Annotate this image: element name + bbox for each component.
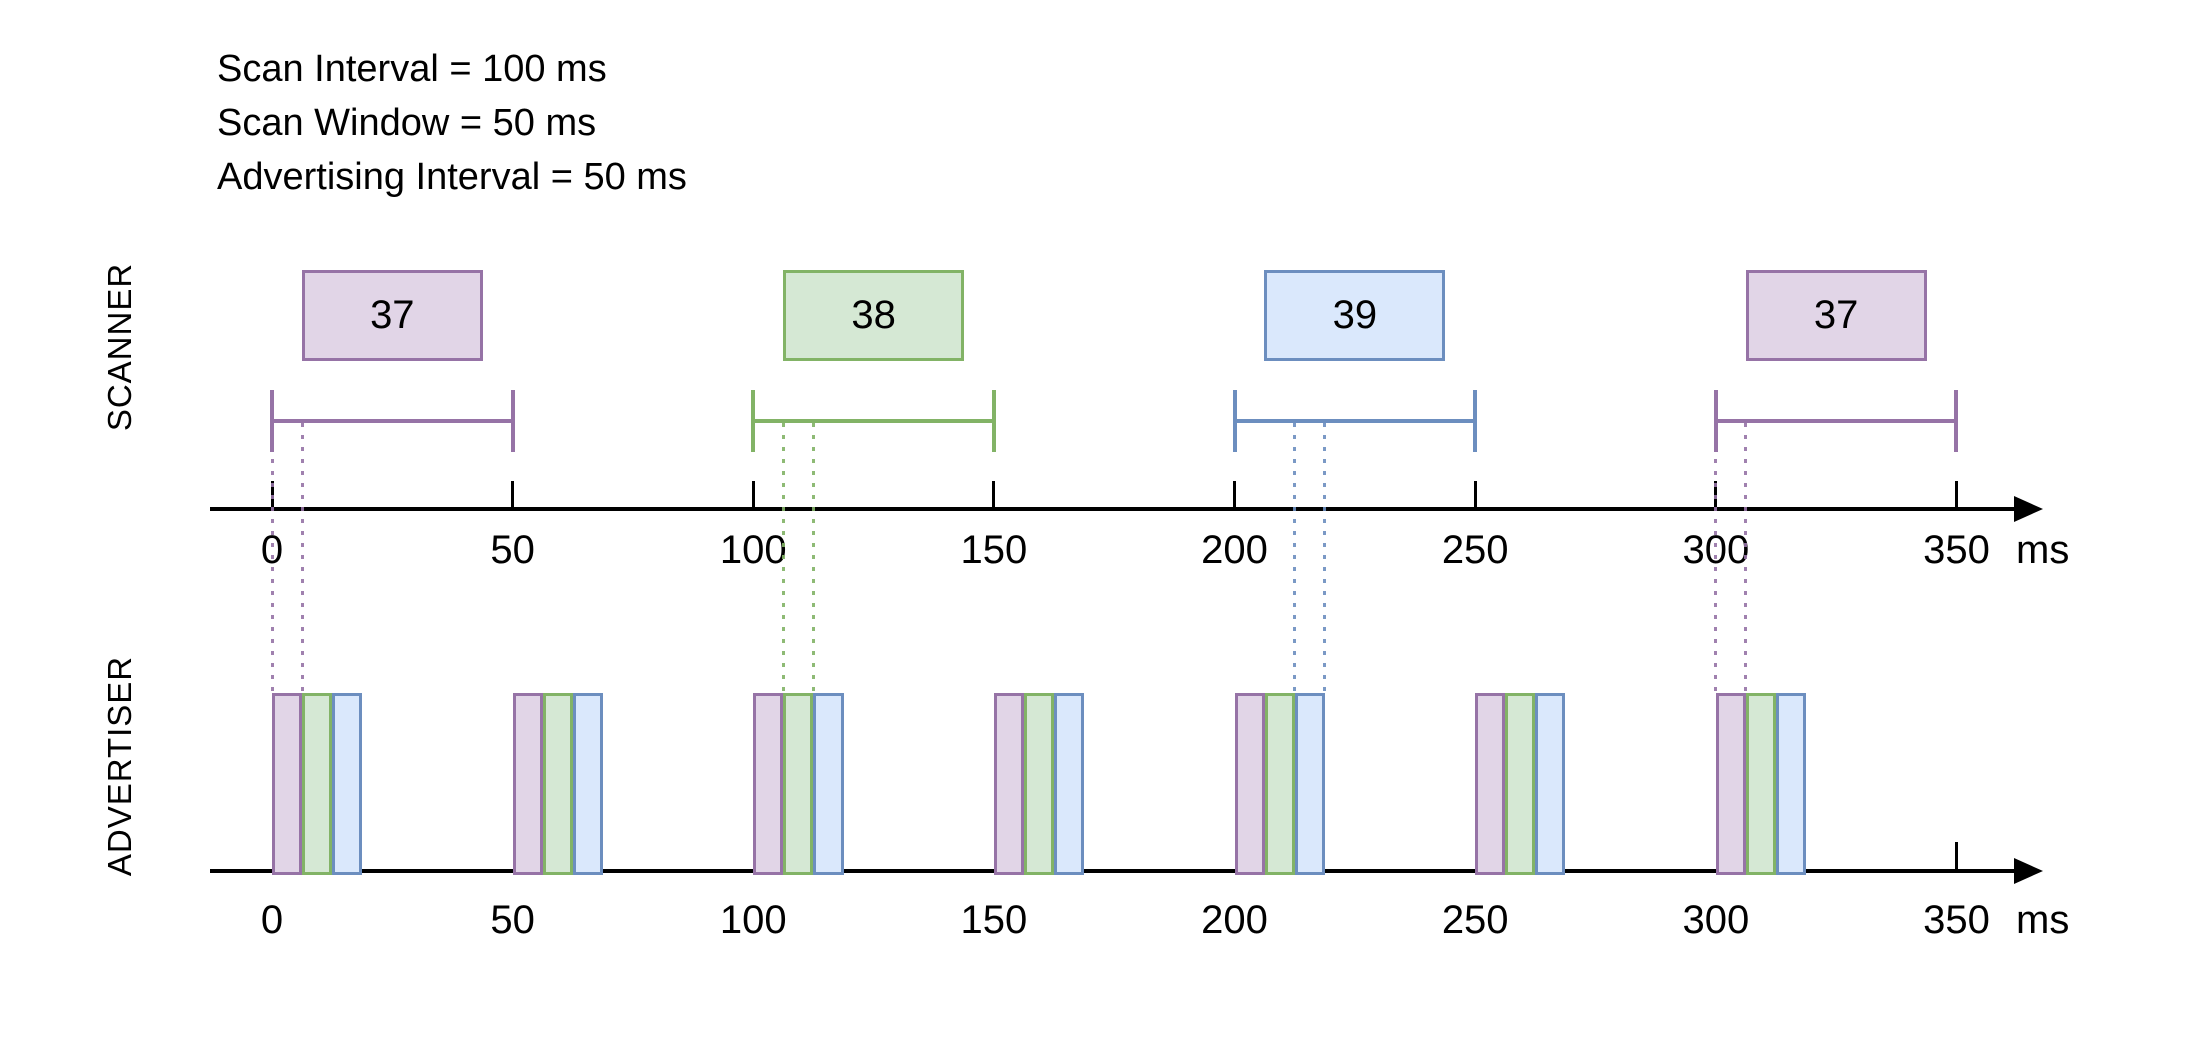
scan-channel-box: 38: [783, 270, 965, 361]
axis-tick-label: 300: [1682, 898, 1750, 942]
scan-window-bracket-cap-right: [510, 390, 515, 452]
adv-packet-bar: [1776, 693, 1807, 875]
adv-packet-bar: [1475, 693, 1506, 875]
axis-tick: [751, 481, 755, 508]
axis-tick-label: 100: [719, 898, 787, 942]
advertising-interval-text: Advertising Interval = 50 ms: [217, 156, 687, 198]
adv-packet-bar: [993, 693, 1024, 875]
axis-unit-label: ms: [2016, 898, 2070, 942]
adv-packet-bar: [542, 693, 573, 875]
axis-tick-label: 250: [1441, 898, 1509, 942]
adv-packet-bar: [1745, 693, 1776, 875]
axis-tick-label: 200: [1201, 898, 1268, 942]
axis-unit-label: ms: [2016, 528, 2070, 572]
adv-packet-bar: [332, 693, 363, 875]
sync-dotted-line: [811, 423, 815, 695]
sync-dotted-line: [1293, 423, 1297, 695]
axis-tick: [1233, 481, 1237, 508]
axis-tick-label: 50: [490, 898, 535, 942]
advertiser-row-label: ADVERTISER: [101, 655, 138, 877]
adv-packet-bar: [813, 693, 844, 875]
adv-packet-bar: [302, 693, 333, 875]
axis-tick: [511, 481, 515, 508]
sync-dotted-line: [1323, 423, 1327, 695]
axis-tick: [1954, 481, 1958, 508]
axis-tick-label: 200: [1201, 528, 1268, 572]
scan-window-bracket-line: [753, 419, 994, 423]
sync-dotted-line: [270, 423, 274, 695]
adv-packet-bar: [1715, 693, 1746, 875]
adv-packet-bar: [1054, 693, 1085, 875]
sync-dotted-line: [1714, 423, 1718, 695]
axis-tick-label: 50: [490, 528, 535, 572]
scan-window-text: Scan Window = 50 ms: [217, 102, 597, 144]
axis-tick: [992, 481, 996, 508]
adv-packet-bar: [1234, 693, 1265, 875]
scan-window-bracket-cap-right: [991, 390, 996, 452]
scan-channel-box: 37: [1745, 270, 1927, 361]
axis-tick-label: 350: [1923, 898, 1990, 942]
adv-packet-bar: [1024, 693, 1055, 875]
scan-window-bracket-cap-left: [1232, 390, 1237, 452]
axis-tick-label: 0: [260, 898, 284, 942]
axis-tick-label: 350: [1923, 528, 1990, 572]
axis-arrowhead: [2014, 858, 2043, 884]
scan-window-bracket-cap-right: [1954, 390, 1959, 452]
adv-packet-bar: [753, 693, 784, 875]
scan-window-bracket-cap-left: [270, 390, 274, 452]
timeline-axis: [210, 507, 2015, 511]
scan-window-bracket-cap-left: [751, 390, 756, 452]
adv-packet-bar: [572, 693, 603, 875]
scan-window-bracket-cap-right: [1473, 390, 1478, 452]
sync-dotted-line: [1744, 423, 1748, 695]
axis-tick-label: 150: [960, 528, 1028, 572]
axis-arrowhead: [2014, 496, 2043, 522]
scan-window-bracket-line: [272, 419, 513, 423]
axis-tick: [1954, 842, 1958, 869]
adv-packet-bar: [272, 693, 303, 875]
scanner-row-label: SCANNER: [101, 262, 138, 432]
adv-packet-bar: [1264, 693, 1295, 875]
adv-packet-bar: [1294, 693, 1325, 875]
scan-interval-text: Scan Interval = 100 ms: [217, 48, 607, 90]
scan-window-bracket-line: [1234, 419, 1476, 423]
scan-channel-box: 39: [1264, 270, 1446, 361]
timeline-axis: [210, 869, 2015, 873]
adv-packet-bar: [1535, 693, 1566, 875]
adv-packet-bar: [1505, 693, 1536, 875]
axis-tick: [1473, 481, 1477, 508]
adv-packet-bar: [512, 693, 543, 875]
axis-tick-label: 100: [719, 528, 787, 572]
sync-dotted-line: [781, 423, 785, 695]
scan-window-bracket-line: [1715, 419, 1957, 423]
scan-channel-box: 37: [301, 270, 483, 361]
axis-tick-label: 250: [1441, 528, 1509, 572]
scan-window-bracket-cap-left: [1713, 390, 1718, 452]
adv-packet-bar: [783, 693, 814, 875]
sync-dotted-line: [300, 423, 304, 695]
axis-tick-label: 150: [960, 898, 1028, 942]
